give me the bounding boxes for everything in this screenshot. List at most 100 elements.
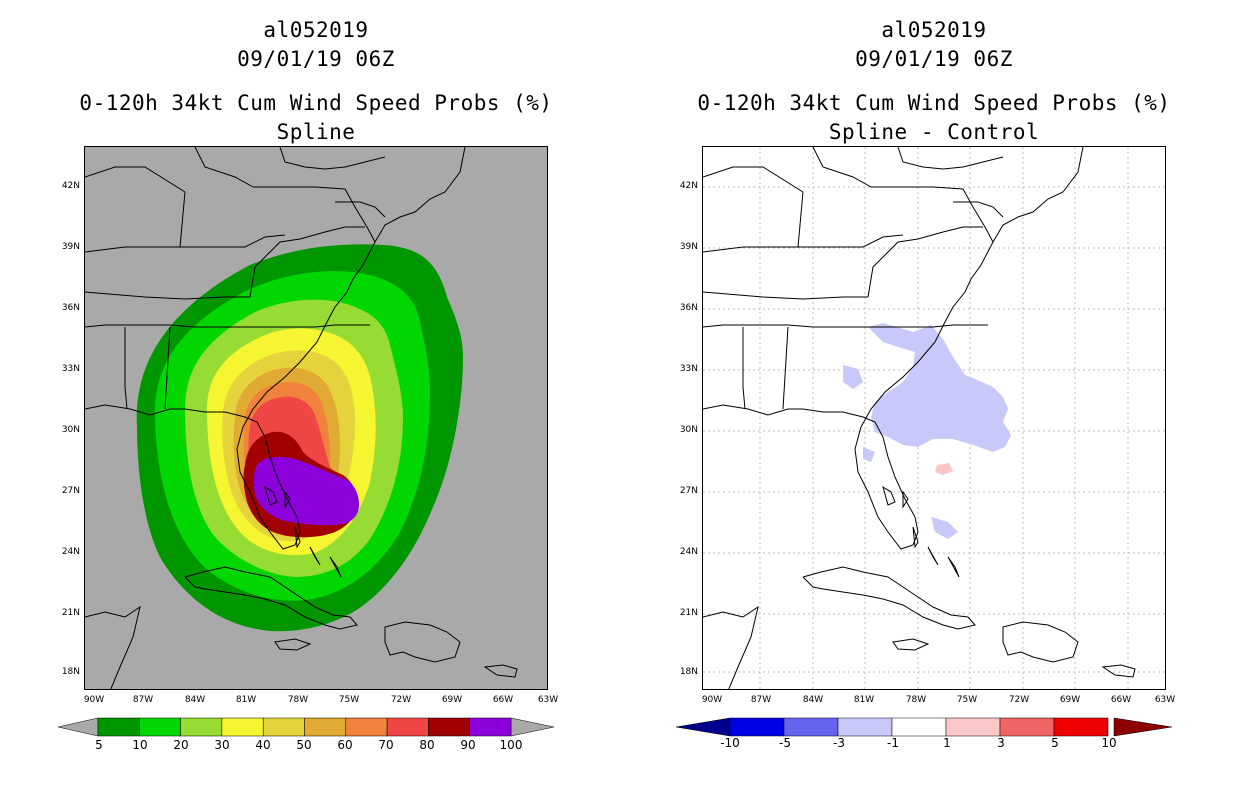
lon-label: 72W <box>390 695 412 705</box>
colorbar-swatch <box>1053 717 1109 737</box>
lat-label: 36N <box>61 303 80 313</box>
lon-label: 69W <box>441 695 463 705</box>
right-title-product: 0-120h 34kt Cum Wind Speed Probs (%) <box>697 91 1171 115</box>
colorbar-label: 50 <box>296 738 312 752</box>
lon-label: 75W <box>338 695 360 705</box>
colorbar-swatch <box>345 717 388 737</box>
right-colorbar <box>676 717 1172 737</box>
difference-contours <box>843 323 1011 539</box>
lon-label: 90W <box>83 695 105 705</box>
left-colorbar-low-arrow <box>58 717 99 737</box>
colorbar-label: -1 <box>887 736 899 750</box>
lat-label: 24N <box>679 547 698 557</box>
left-title-product: 0-120h 34kt Cum Wind Speed Probs (%) <box>79 91 553 115</box>
lat-label: 39N <box>679 242 698 252</box>
right-difference-map <box>703 147 1165 689</box>
colorbar-swatch <box>386 717 429 737</box>
right-title-date: 09/01/19 06Z <box>855 47 1013 71</box>
colorbar-label: 70 <box>378 738 394 752</box>
contour-minus-1-region <box>868 323 1011 452</box>
lat-label: 33N <box>679 364 698 374</box>
colorbar-label: 60 <box>337 738 353 752</box>
lon-label: 78W <box>905 695 927 705</box>
colorbar-swatch <box>783 717 839 737</box>
lon-label: 78W <box>287 695 309 705</box>
lon-label: 63W <box>537 695 559 705</box>
lon-label: 90W <box>701 695 723 705</box>
left-title-method: Spline <box>276 120 356 144</box>
lat-label: 18N <box>679 667 698 677</box>
lat-label: 33N <box>61 364 80 374</box>
lat-label: 21N <box>679 608 698 618</box>
colorbar-label: 20 <box>173 738 189 752</box>
colorbar-swatch <box>945 717 1001 737</box>
colorbar-swatch <box>139 717 181 737</box>
colorbar-label: 40 <box>255 738 271 752</box>
lat-label: 42N <box>679 181 698 191</box>
colorbar-label: 5 <box>1051 736 1059 750</box>
colorbar-swatch <box>180 717 223 737</box>
colorbar-label: 100 <box>499 738 523 752</box>
lat-label: 27N <box>61 486 80 496</box>
colorbar-swatch <box>729 717 785 737</box>
lon-label: 66W <box>492 695 514 705</box>
colorbar-swatch <box>891 717 947 737</box>
colorbar-label: -10 <box>720 736 740 750</box>
lon-label: 63W <box>1154 695 1176 705</box>
lon-label: 87W <box>132 695 154 705</box>
contour-90 <box>253 457 359 526</box>
colorbar-swatch <box>469 717 512 737</box>
lon-label: 75W <box>956 695 978 705</box>
colorbar-label: 10 <box>132 738 148 752</box>
left-probability-map <box>85 147 518 689</box>
lat-label: 30N <box>679 425 698 435</box>
lon-label: 87W <box>750 695 772 705</box>
colorbar-label: 90 <box>460 738 476 752</box>
colorbar-label: 30 <box>214 738 230 752</box>
colorbar-swatch <box>428 717 470 737</box>
colorbar-label: 5 <box>95 738 103 752</box>
lon-label: 66W <box>1110 695 1132 705</box>
colorbar-label: 1 <box>943 736 951 750</box>
right-title-storm: al052019 <box>881 18 987 42</box>
lon-label: 72W <box>1008 695 1030 705</box>
lon-label: 84W <box>802 695 824 705</box>
lat-label: 27N <box>679 486 698 496</box>
right-title-method: Spline - Control <box>828 120 1040 144</box>
colorbar-swatch <box>262 717 305 737</box>
colorbar-swatch <box>304 717 347 737</box>
right-colorbar-low-arrow <box>676 717 731 737</box>
left-map-panel <box>84 146 548 690</box>
coastlines-and-borders <box>703 147 1136 689</box>
contour-plus-1-region <box>935 463 953 475</box>
lat-label: 42N <box>61 181 80 191</box>
right-colorbar-high-arrow <box>1113 717 1172 737</box>
colorbar-label: -5 <box>779 736 791 750</box>
lon-label: 81W <box>235 695 257 705</box>
lon-label: 84W <box>184 695 206 705</box>
colorbar-label: -3 <box>833 736 845 750</box>
lat-label: 18N <box>61 667 80 677</box>
lat-label: 21N <box>61 608 80 618</box>
left-title-storm: al052019 <box>263 18 369 42</box>
lat-label: 24N <box>61 547 80 557</box>
lat-label: 30N <box>61 425 80 435</box>
colorbar-label: 3 <box>997 736 1005 750</box>
left-colorbar-high-arrow <box>510 717 554 737</box>
colorbar-label: 80 <box>419 738 435 752</box>
left-title-date: 09/01/19 06Z <box>237 47 395 71</box>
colorbar-swatch <box>221 717 264 737</box>
probability-contours <box>136 244 463 632</box>
lon-label: 69W <box>1059 695 1081 705</box>
lon-label: 81W <box>853 695 875 705</box>
left-colorbar <box>58 717 554 737</box>
colorbar-label: 10 <box>1101 736 1117 750</box>
right-map-panel <box>702 146 1166 690</box>
lat-label: 39N <box>61 242 80 252</box>
lat-label: 36N <box>679 303 698 313</box>
colorbar-swatch <box>97 717 140 737</box>
colorbar-swatch <box>999 717 1055 737</box>
grid-lines <box>703 147 1165 689</box>
coastlines-and-borders <box>85 147 518 689</box>
colorbar-swatch <box>837 717 893 737</box>
